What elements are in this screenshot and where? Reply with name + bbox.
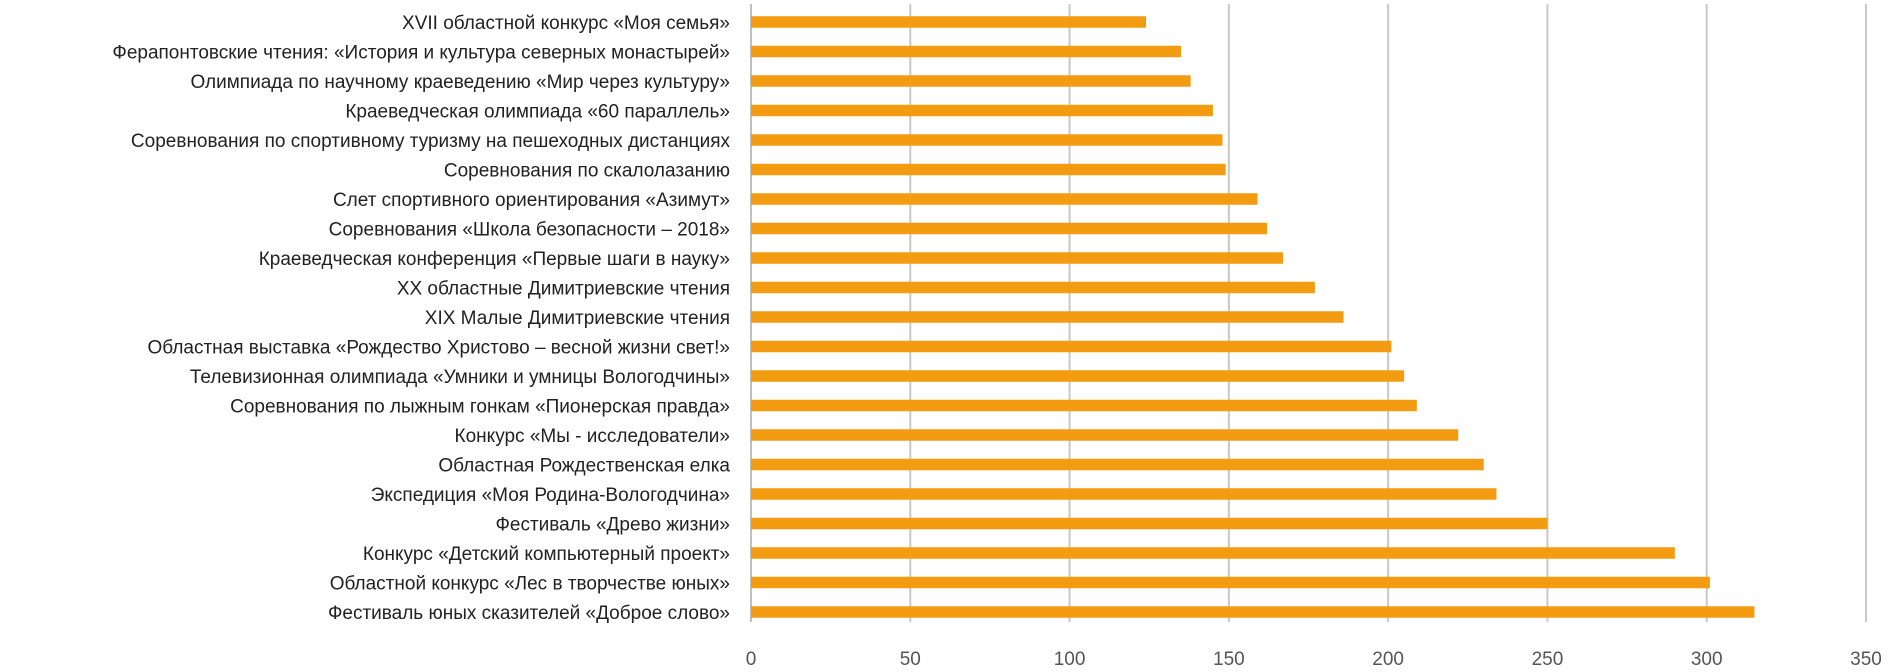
x-tick-label: 100 xyxy=(1054,649,1086,667)
bar xyxy=(751,370,1404,382)
category-label: Соревнования «Школа безопасности – 2018» xyxy=(329,220,730,241)
category-label: Соревнования по скалолазанию xyxy=(444,161,730,182)
category-label: Соревнования по спортивному туризму на п… xyxy=(131,131,731,152)
bar xyxy=(751,459,1484,471)
category-label: Областная Рождественская елка xyxy=(438,456,730,477)
x-tick-layer: 0 50 100 150 200 250 300 350 xyxy=(746,649,1882,667)
bar xyxy=(751,488,1496,500)
category-label: Областная выставка «Рождество Христово –… xyxy=(148,338,730,359)
x-tick-label: 300 xyxy=(1691,649,1723,667)
x-tick-label: 0 xyxy=(746,649,757,667)
bar xyxy=(751,606,1755,618)
category-label: Краеведческая олимпиада «60 параллель» xyxy=(345,102,730,123)
x-tick-label: 150 xyxy=(1213,649,1245,667)
bar xyxy=(751,282,1315,294)
bar xyxy=(751,252,1283,264)
bar xyxy=(751,547,1675,559)
category-label: Конкурс «Мы - исследователи» xyxy=(455,426,730,447)
category-label: XIX Малые Димитриевские чтения xyxy=(425,308,730,329)
bar xyxy=(751,341,1391,353)
category-label: Фестиваль «Древо жизни» xyxy=(495,515,730,536)
category-label: Слет спортивного ориентирования «Азимут» xyxy=(333,190,730,211)
bar-layer xyxy=(751,16,1755,618)
bar xyxy=(751,429,1458,441)
x-tick-label: 350 xyxy=(1850,649,1882,667)
category-label: Областной конкурс «Лес в творчестве юных… xyxy=(330,574,730,595)
category-label: Экспедиция «Моя Родина-Вологодчина» xyxy=(371,485,730,506)
bar xyxy=(751,105,1213,117)
x-tick-label: 200 xyxy=(1372,649,1404,667)
category-label: Ферапонтовские чтения: «История и культу… xyxy=(112,43,730,64)
x-tick-label: 50 xyxy=(900,649,921,667)
x-tick-label: 250 xyxy=(1532,649,1564,667)
category-label: XX областные Димитриевские чтения xyxy=(397,279,730,300)
category-label: Соревнования по лыжным гонкам «Пионерска… xyxy=(230,397,730,418)
bar xyxy=(751,46,1181,58)
bar xyxy=(751,400,1417,412)
bar xyxy=(751,223,1267,235)
bar xyxy=(751,164,1226,176)
bar xyxy=(751,75,1191,87)
bar xyxy=(751,193,1258,205)
bar xyxy=(751,311,1344,323)
category-label-layer: XVII областной конкурс «Моя семья» Ферапо… xyxy=(112,13,730,624)
bar xyxy=(751,134,1222,146)
category-label: XVII областной конкурс «Моя семья» xyxy=(402,13,730,34)
bar xyxy=(751,577,1710,589)
category-label: Конкурс «Детский компьютерный проект» xyxy=(363,544,730,565)
category-label: Краеведческая конференция «Первые шаги в… xyxy=(259,249,730,270)
bar xyxy=(751,16,1146,28)
category-label: Телевизионная олимпиада «Умники и умницы… xyxy=(190,367,730,388)
category-label: Олимпиада по научному краеведению «Мир ч… xyxy=(190,72,730,93)
bar xyxy=(751,518,1547,530)
category-label: Фестиваль юных сказителей «Доброе слово» xyxy=(328,603,730,624)
